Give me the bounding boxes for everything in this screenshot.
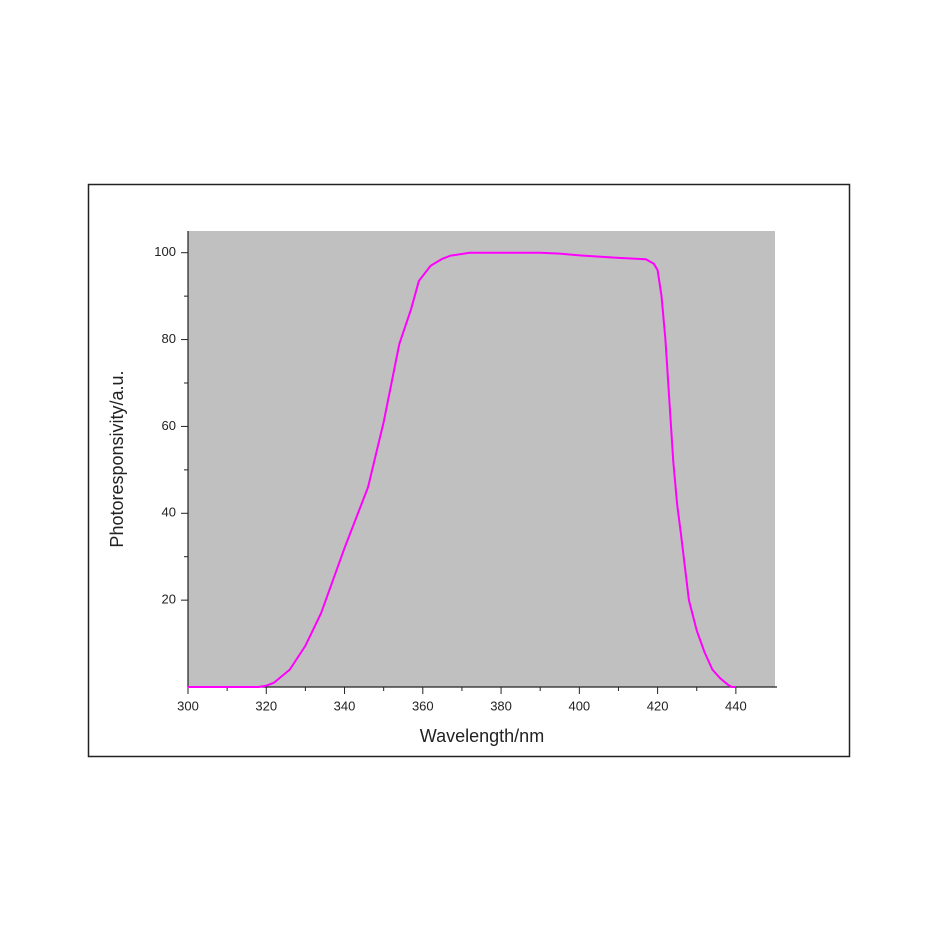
- y-tick-label: 60: [162, 418, 176, 433]
- x-tick-label: 300: [177, 698, 199, 713]
- y-tick-label: 40: [162, 505, 176, 520]
- y-tick-label: 100: [154, 244, 176, 259]
- y-tick-label: 20: [162, 592, 176, 607]
- x-tick-label: 320: [255, 698, 277, 713]
- x-tick-label: 420: [647, 698, 669, 713]
- x-tick-label: 440: [725, 698, 747, 713]
- x-tick-label: 340: [334, 698, 356, 713]
- x-tick-label: 400: [568, 698, 590, 713]
- x-axis-title: Wavelength/nm: [420, 726, 544, 746]
- y-axis-title: Photoresponsivity/a.u.: [107, 370, 127, 547]
- data-line: [188, 251, 736, 688]
- plot-background: [188, 231, 775, 687]
- x-tick-label: 360: [412, 698, 434, 713]
- y-tick-label: 80: [162, 331, 176, 346]
- x-tick-label: 380: [490, 698, 512, 713]
